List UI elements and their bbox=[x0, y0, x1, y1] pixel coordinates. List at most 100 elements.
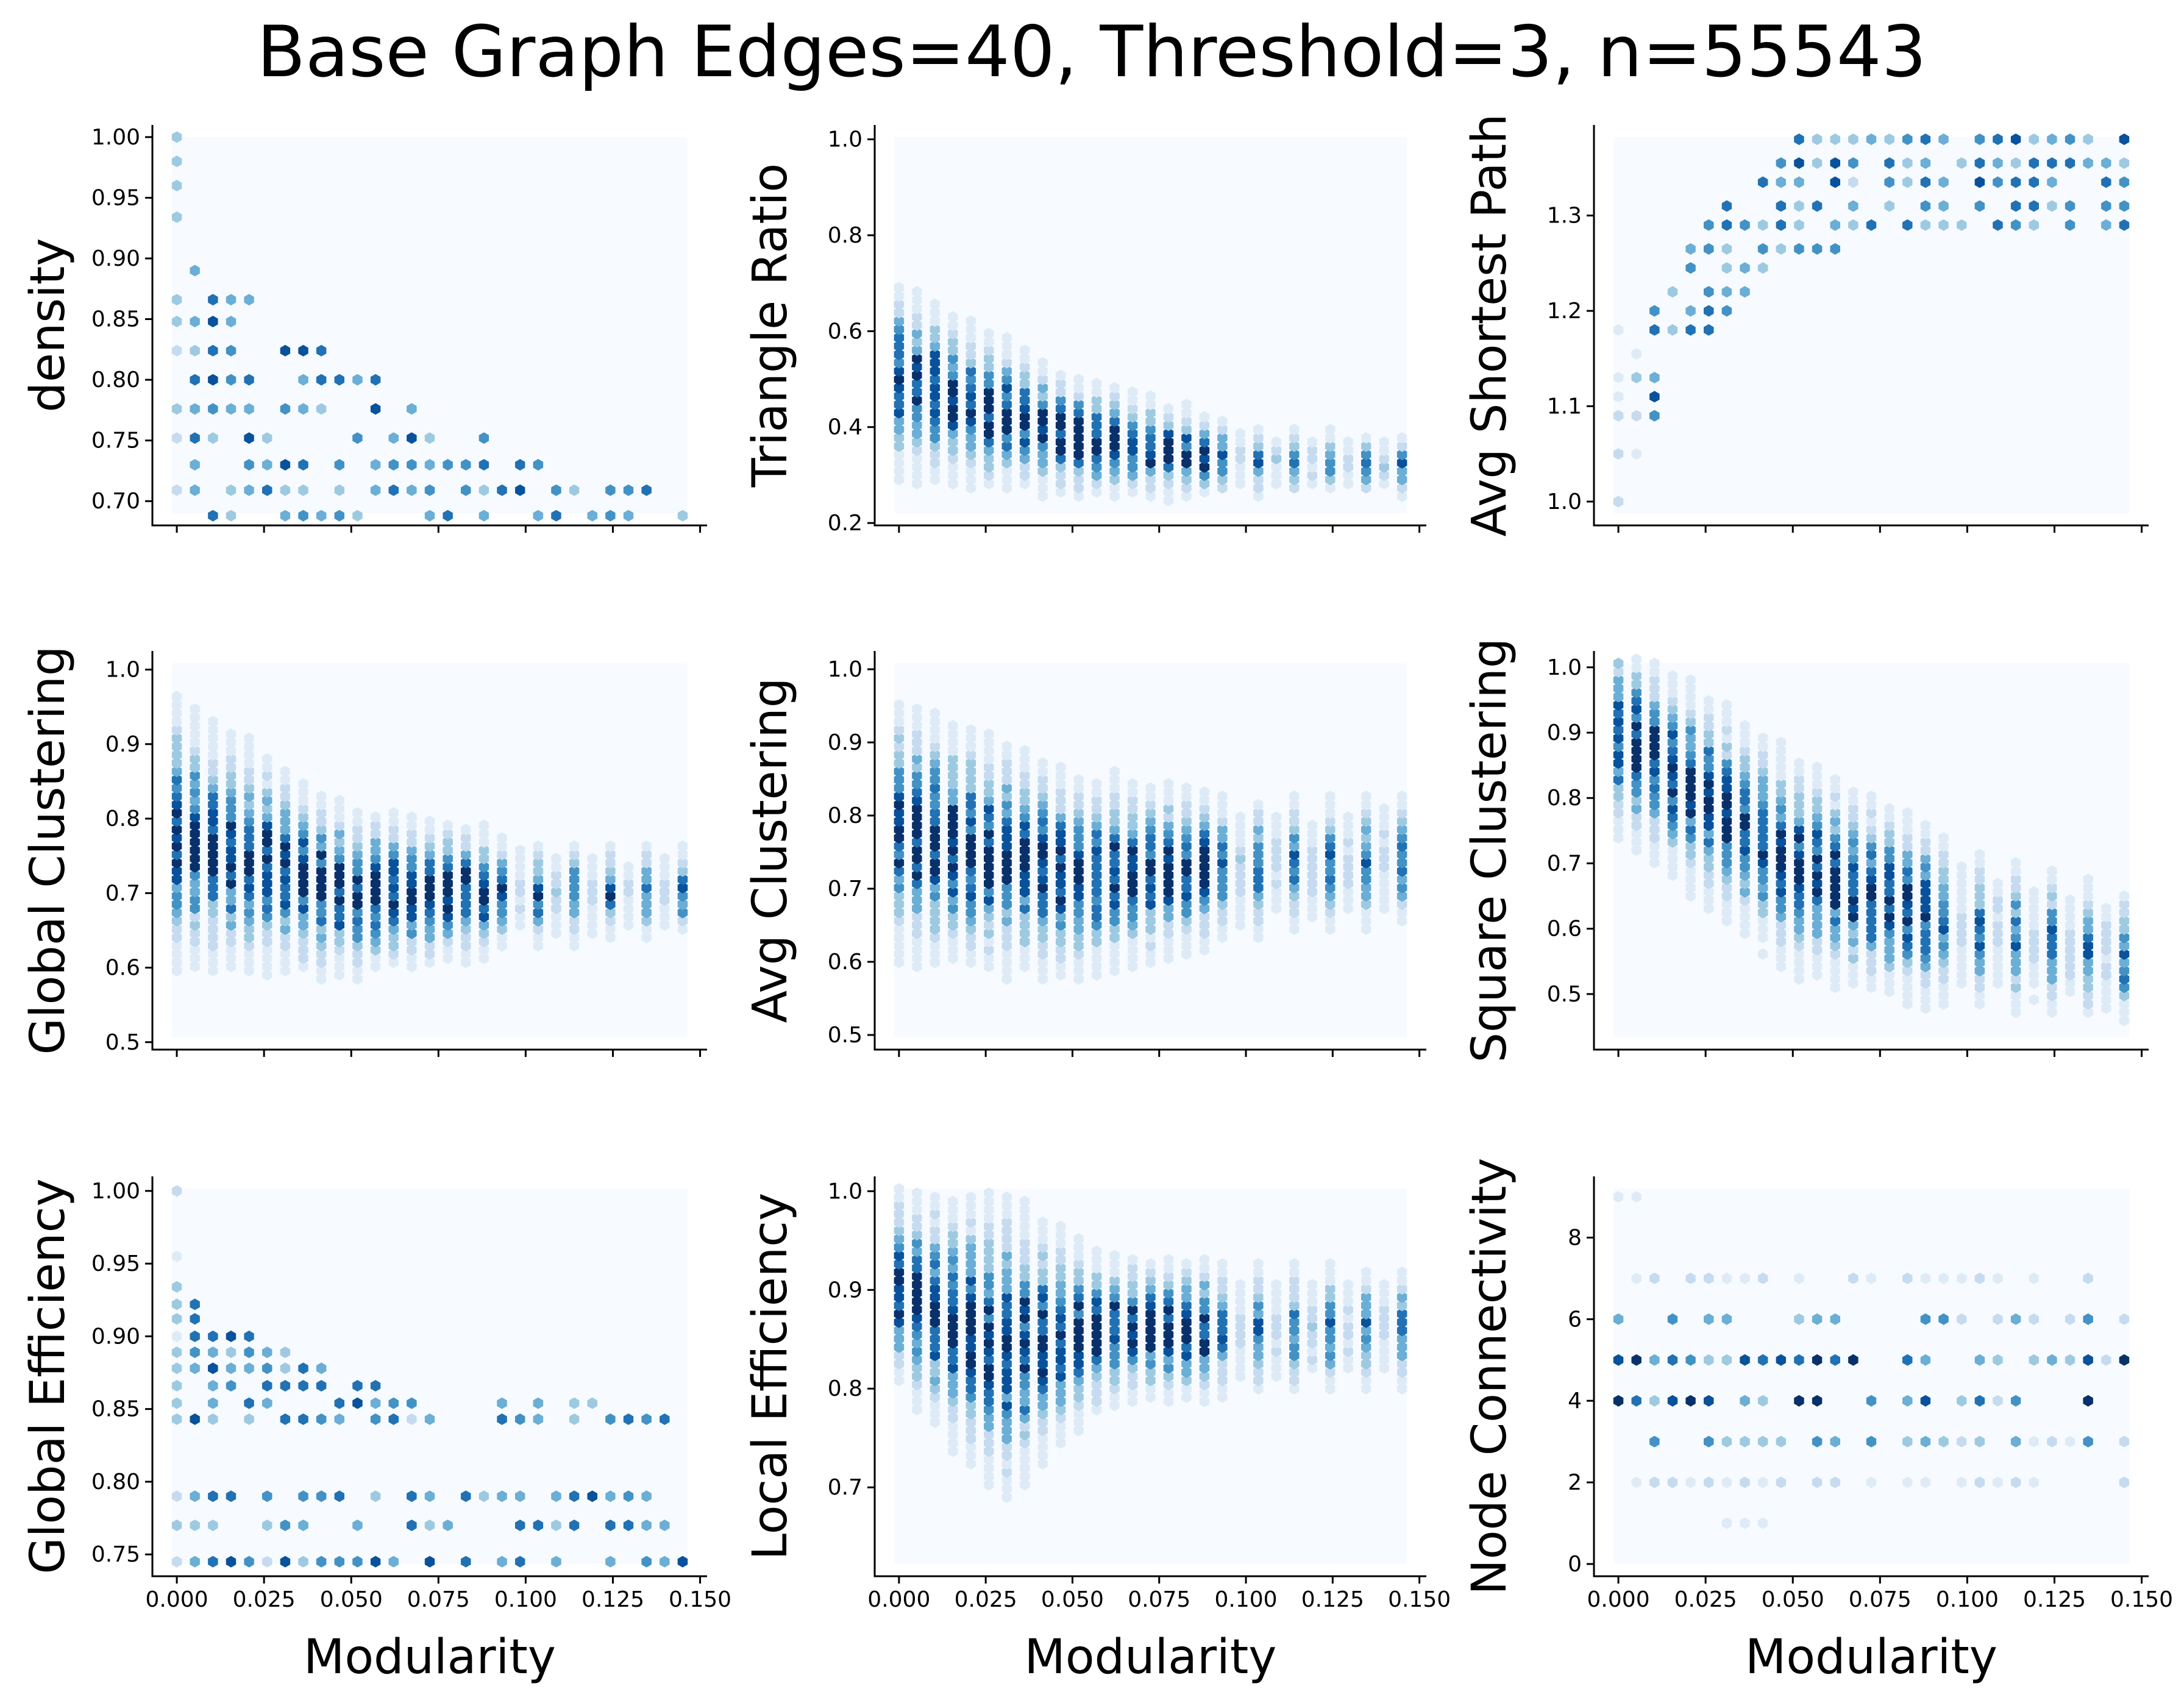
hexbin-cell bbox=[1757, 832, 1768, 844]
hexbin-cell bbox=[1776, 769, 1786, 781]
hexbin-cell bbox=[677, 890, 688, 902]
hexbin-cell bbox=[171, 716, 182, 728]
hexbin-cell bbox=[1019, 952, 1030, 964]
hexbin-cell bbox=[1037, 1325, 1048, 1337]
hexbin-cell bbox=[1037, 465, 1048, 477]
hexbin-cell bbox=[190, 720, 200, 732]
x-tick-label: 0.125 bbox=[582, 1587, 644, 1612]
hexbin-cell bbox=[1631, 786, 1642, 798]
hexbin-cell bbox=[190, 1298, 200, 1310]
hexbin-cell bbox=[1091, 969, 1102, 981]
hexbin-cell bbox=[2119, 998, 2130, 1010]
hexbin-cell bbox=[1866, 840, 1877, 852]
hexbin-cell bbox=[1902, 856, 1913, 869]
hexbin-cell bbox=[930, 773, 940, 786]
hexbin-cell bbox=[1091, 1254, 1102, 1266]
hexbin-cell bbox=[966, 382, 976, 394]
hexbin-cell bbox=[1073, 898, 1084, 911]
hexbin-cell bbox=[407, 819, 417, 831]
hexbin-cell bbox=[1396, 432, 1407, 444]
hexbin-cell bbox=[1235, 828, 1246, 840]
hexbin-cell bbox=[894, 407, 905, 419]
hexbin-cell bbox=[1271, 819, 1282, 831]
hexbin-cell bbox=[1307, 911, 1317, 923]
hexbin-cell bbox=[1902, 157, 1913, 169]
hexbin-cell bbox=[407, 902, 417, 914]
hexbin-cell bbox=[1379, 1304, 1389, 1316]
hexbin-cell bbox=[352, 865, 363, 877]
hexbin-cell bbox=[894, 1349, 905, 1362]
hexbin-cell bbox=[984, 1370, 994, 1382]
hexbin-cell bbox=[461, 898, 471, 911]
hexbin-cell bbox=[966, 1408, 976, 1420]
hexbin-cell bbox=[1884, 911, 1894, 923]
hexbin-cell bbox=[966, 865, 976, 877]
hexbin-cell bbox=[1253, 1266, 1264, 1278]
hexbin-cell bbox=[587, 1397, 597, 1409]
hexbin-cell bbox=[1776, 157, 1786, 169]
hexbin-cell bbox=[1127, 1362, 1138, 1374]
hexbin-cell bbox=[190, 936, 200, 948]
hexbin-cell bbox=[1271, 1295, 1282, 1307]
hexbin-cell bbox=[1235, 902, 1246, 914]
hexbin-cell bbox=[912, 453, 922, 464]
hexbin-cell bbox=[1109, 1308, 1120, 1320]
hexbin-cell bbox=[1037, 956, 1048, 969]
hexbin-cell bbox=[424, 823, 435, 836]
hexbin-cell bbox=[370, 886, 381, 898]
y-tick-label: 0.6 bbox=[105, 956, 140, 981]
hexbin-cell bbox=[894, 340, 905, 352]
hexbin-cell bbox=[1685, 840, 1696, 852]
hexbin-cell bbox=[1938, 840, 1949, 852]
hexbin-cell bbox=[1109, 873, 1120, 886]
hexbin-cell bbox=[1181, 798, 1192, 811]
hexbin-cell bbox=[1019, 361, 1030, 373]
hexbin-cell bbox=[2119, 989, 2130, 1001]
hexbin-cell bbox=[1001, 1291, 1012, 1303]
hexbin-cell bbox=[1757, 732, 1768, 744]
hexbin-cell bbox=[966, 890, 976, 902]
hexbin-cell bbox=[1704, 811, 1714, 823]
hexbin-cell bbox=[894, 282, 905, 294]
hexbin-cell bbox=[1055, 853, 1066, 865]
hexbin-cell bbox=[984, 902, 994, 914]
hexbin-cell bbox=[1307, 869, 1317, 881]
hexbin-cell bbox=[1091, 1304, 1102, 1316]
hexbin-cell bbox=[1685, 243, 1696, 255]
hexbin-cell bbox=[1667, 786, 1678, 798]
hexbin-cell bbox=[984, 1329, 994, 1341]
hexbin-cell bbox=[569, 1397, 580, 1409]
hexbin-cell bbox=[171, 881, 182, 894]
hexbin-cell bbox=[894, 906, 905, 919]
hexbin-cell bbox=[912, 1320, 922, 1332]
hexbin-cell bbox=[1163, 1337, 1174, 1349]
hexbin-cell bbox=[1091, 1287, 1102, 1299]
hexbin-cell bbox=[1217, 848, 1228, 861]
hexbin-cell bbox=[1938, 865, 1949, 877]
hexbin-cell bbox=[1974, 848, 1985, 861]
hexbin-cell bbox=[894, 415, 905, 427]
hexbin-cell bbox=[1253, 440, 1264, 452]
hexbin-cell bbox=[1289, 1374, 1300, 1387]
hexbin-cell bbox=[948, 769, 958, 781]
hexbin-cell bbox=[1649, 807, 1660, 819]
hexbin-cell bbox=[1757, 798, 1768, 811]
hexbin-cell bbox=[334, 1397, 344, 1409]
hexbin-cell bbox=[1830, 773, 1840, 786]
hexbin-cell bbox=[912, 1212, 922, 1224]
hexbin-cell bbox=[948, 1287, 958, 1299]
hexbin-cell bbox=[1037, 1458, 1048, 1470]
hexbin-cell bbox=[1145, 1383, 1156, 1395]
hexbin-cell bbox=[1145, 790, 1156, 802]
hexbin-cell bbox=[1181, 424, 1192, 436]
hexbin-cell bbox=[1289, 798, 1300, 811]
hexbin-cell bbox=[1667, 670, 1678, 682]
hexbin-cell bbox=[1902, 865, 1913, 877]
hexbin-cell bbox=[1055, 944, 1066, 956]
hexbin-cell bbox=[478, 869, 489, 881]
hexbin-cell bbox=[1721, 1435, 1732, 1448]
hexbin-cell bbox=[1631, 703, 1642, 715]
hexbin-cell bbox=[1217, 1258, 1228, 1270]
hexbin-cell bbox=[1325, 915, 1336, 927]
y-tick-label: 1.0 bbox=[1547, 655, 1582, 680]
